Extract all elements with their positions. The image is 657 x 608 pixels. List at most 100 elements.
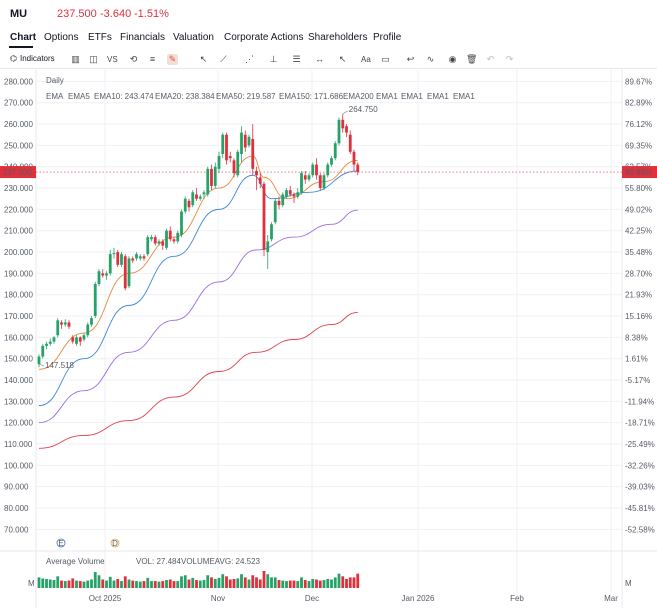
measure-icon[interactable]: ↔ <box>315 54 324 64</box>
volume-bar <box>146 577 150 588</box>
projection-icon[interactable]: ☰ <box>292 54 301 64</box>
candle-body <box>232 160 236 174</box>
candle-body <box>288 190 292 195</box>
comment-icon[interactable]: ▭ <box>381 54 390 64</box>
text-icon[interactable]: Aa <box>361 55 371 64</box>
y-right-tick-label: 21.93% <box>625 291 652 300</box>
legend-item: EMA200 <box>343 92 374 101</box>
legend-item: EMA1 <box>453 92 475 101</box>
ema-line <box>38 170 358 407</box>
brush-icon[interactable]: ✎ <box>167 54 178 65</box>
candle-body <box>318 175 322 189</box>
layout-icon[interactable]: ◫ <box>89 54 98 64</box>
path-icon[interactable]: ↩ <box>406 54 415 64</box>
volume-bar <box>198 580 202 588</box>
undo-icon[interactable]: ↶ <box>486 54 495 64</box>
y-tick-label: 90.000 <box>4 483 29 492</box>
tab-financials[interactable]: Financials <box>120 32 166 43</box>
low-marker-label: 147.518 <box>45 361 74 370</box>
fib-icon[interactable]: ⊥ <box>269 54 278 64</box>
text-list-icon[interactable]: ≡ <box>149 54 156 64</box>
tab-corporate-actions[interactable]: Corporate Actions <box>224 32 304 43</box>
candle-body <box>210 168 213 186</box>
candle-body <box>228 156 232 159</box>
current-price-tag <box>0 166 36 179</box>
cursor-icon[interactable]: ↖ <box>199 54 208 64</box>
volume-bar <box>52 580 56 588</box>
arrow-icon[interactable]: ↖ <box>338 54 347 64</box>
event-marker-label: E <box>58 539 63 548</box>
volume-bar <box>165 580 168 588</box>
y-tick-label: 110.000 <box>4 440 33 449</box>
indicators-button[interactable]: ⌬ Indicators <box>10 54 55 63</box>
redo-icon[interactable]: ↷ <box>505 54 514 64</box>
volume-bar <box>161 581 165 588</box>
tab-valuation[interactable]: Valuation <box>173 32 214 43</box>
compare-button[interactable]: VS <box>107 55 118 64</box>
legend-item: EMA1 <box>401 92 423 101</box>
volume-bar <box>247 579 251 588</box>
candle-body <box>142 256 146 259</box>
tab-shareholders[interactable]: Shareholders <box>308 32 368 43</box>
volume-bar <box>67 580 71 588</box>
line-tool-icon[interactable]: ⟋ <box>220 54 227 64</box>
y-tick-label: 100.000 <box>4 461 33 470</box>
volume-bar <box>90 579 93 588</box>
candle-body <box>337 119 341 144</box>
volume-bar <box>135 581 138 588</box>
tab-chart[interactable]: Chart <box>10 32 37 43</box>
candle-body <box>292 194 296 197</box>
candle-body <box>86 324 90 336</box>
legend-item: EMA50: 219.587 <box>216 92 276 101</box>
volume-bar <box>221 574 225 588</box>
x-tick-label: Oct 2025 <box>89 594 122 603</box>
candle-body <box>78 337 82 342</box>
ema-lines <box>38 155 358 449</box>
candle-body <box>45 343 48 346</box>
price-chart[interactable]: 280.000270.000260.000250.000240.000230.0… <box>0 70 657 608</box>
candle-body <box>303 175 307 180</box>
volume-bar <box>105 580 108 588</box>
volume-bar <box>183 575 187 588</box>
y-tick-label: 130.000 <box>4 397 33 406</box>
candle-body <box>262 183 266 250</box>
x-tick-label: Nov <box>211 594 225 603</box>
y-right-tick-label: -52.58% <box>625 525 655 534</box>
y-right-tick-label: -45.81% <box>625 504 655 513</box>
volume-bar <box>63 581 67 588</box>
eye-icon[interactable]: ◉ <box>448 54 457 64</box>
y-right-tick-label: 15.16% <box>625 312 652 321</box>
candle-body <box>165 230 168 248</box>
volume-bar <box>120 581 123 588</box>
volume-bar <box>123 576 127 588</box>
candle-body <box>75 337 78 344</box>
time-axis: Oct 2025 Nov Dec Jan 2026 Feb Mar <box>89 594 618 603</box>
candle-body <box>221 134 225 154</box>
candle-body <box>348 134 352 152</box>
tab-etfs[interactable]: ETFs <box>88 32 112 43</box>
candle-body <box>41 345 45 357</box>
y-tick-label: 230.000 <box>4 184 33 193</box>
candles-icon[interactable]: ▥ <box>71 54 80 64</box>
trash-icon[interactable]: 🗑 <box>466 54 478 64</box>
volume-pane: Average Volume VOL: 27.484 VOLUMEAVG: 24.5… <box>0 550 657 588</box>
candle-body <box>48 341 52 344</box>
candle-body <box>307 175 311 180</box>
candle-body <box>112 253 116 255</box>
volume-bar <box>288 580 292 588</box>
candle-body <box>315 164 318 176</box>
volume-bar <box>315 579 318 588</box>
curve-icon[interactable]: ∿ <box>426 54 435 64</box>
volume-bar <box>45 578 48 588</box>
tab-profile[interactable]: Profile <box>373 32 402 43</box>
volume-axis-label-right: M <box>625 579 632 588</box>
candle-body <box>123 256 127 289</box>
ema-legend: EMA EMA5 EMA10: 243.474 EMA20: 238.384 EMA50… <box>46 92 475 101</box>
compare-icon[interactable]: ⟲ <box>129 54 138 64</box>
candle-body <box>191 192 195 206</box>
legend-item: EMA1 <box>376 92 398 101</box>
y-tick-label: 140.000 <box>4 376 33 385</box>
pattern-icon[interactable]: ⋰ <box>245 54 254 64</box>
tab-options[interactable]: Options <box>44 32 79 43</box>
price-axis: 280.000270.000260.000250.000240.000230.0… <box>4 77 33 534</box>
